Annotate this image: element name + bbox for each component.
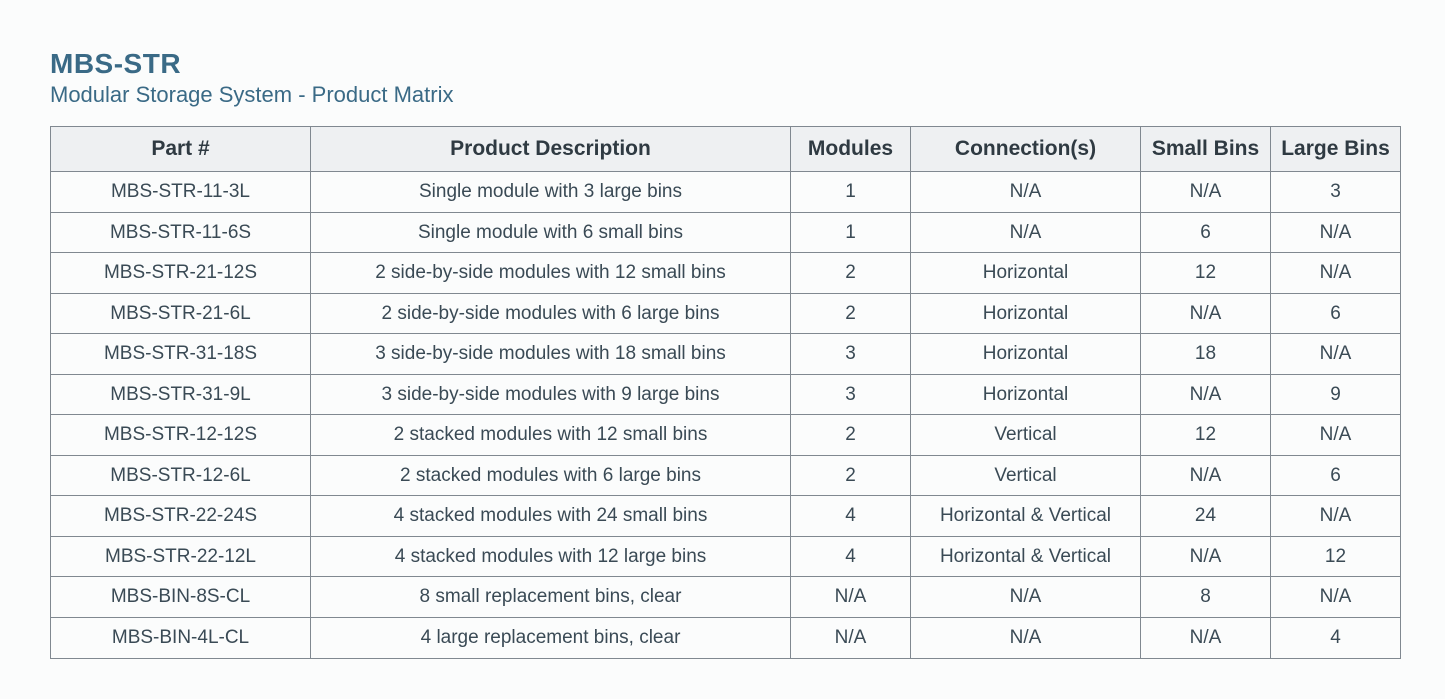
cell-part: MBS-STR-21-12S xyxy=(51,253,311,294)
cell-large-bins: 9 xyxy=(1271,374,1401,415)
cell-description: 2 side-by-side modules with 12 small bin… xyxy=(311,253,791,294)
cell-part: MBS-STR-11-6S xyxy=(51,212,311,253)
cell-small-bins: N/A xyxy=(1141,374,1271,415)
cell-connections: N/A xyxy=(911,212,1141,253)
cell-modules: 2 xyxy=(791,293,911,334)
table-row: MBS-STR-11-6S Single module with 6 small… xyxy=(51,212,1401,253)
cell-part: MBS-STR-22-24S xyxy=(51,496,311,537)
table-row: MBS-STR-21-6L 2 side-by-side modules wit… xyxy=(51,293,1401,334)
table-body: MBS-STR-11-3L Single module with 3 large… xyxy=(51,172,1401,659)
table-row: MBS-STR-31-18S 3 side-by-side modules wi… xyxy=(51,334,1401,375)
cell-small-bins: N/A xyxy=(1141,536,1271,577)
cell-modules: 2 xyxy=(791,253,911,294)
cell-large-bins: 6 xyxy=(1271,293,1401,334)
table-row: MBS-STR-22-12L 4 stacked modules with 12… xyxy=(51,536,1401,577)
cell-connections: N/A xyxy=(911,618,1141,659)
cell-description: 2 stacked modules with 12 small bins xyxy=(311,415,791,456)
cell-description: Single module with 6 small bins xyxy=(311,212,791,253)
cell-connections: Vertical xyxy=(911,415,1141,456)
col-header-small-bins: Small Bins xyxy=(1141,127,1271,172)
cell-small-bins: 18 xyxy=(1141,334,1271,375)
col-header-description: Product Description xyxy=(311,127,791,172)
cell-modules: N/A xyxy=(791,618,911,659)
cell-small-bins: N/A xyxy=(1141,618,1271,659)
page-subtitle: Modular Storage System - Product Matrix xyxy=(50,82,1395,108)
cell-large-bins: N/A xyxy=(1271,334,1401,375)
cell-part: MBS-STR-11-3L xyxy=(51,172,311,213)
cell-part: MBS-STR-31-9L xyxy=(51,374,311,415)
table-row: MBS-STR-21-12S 2 side-by-side modules wi… xyxy=(51,253,1401,294)
cell-part: MBS-STR-31-18S xyxy=(51,334,311,375)
table-row: MBS-STR-22-24S 4 stacked modules with 24… xyxy=(51,496,1401,537)
cell-connections: N/A xyxy=(911,172,1141,213)
cell-connections: Horizontal xyxy=(911,253,1141,294)
cell-part: MBS-STR-22-12L xyxy=(51,536,311,577)
table-header-row: Part # Product Description Modules Conne… xyxy=(51,127,1401,172)
cell-large-bins: N/A xyxy=(1271,212,1401,253)
cell-modules: 2 xyxy=(791,455,911,496)
cell-description: 3 side-by-side modules with 18 small bin… xyxy=(311,334,791,375)
cell-modules: N/A xyxy=(791,577,911,618)
table-row: MBS-STR-12-6L 2 stacked modules with 6 l… xyxy=(51,455,1401,496)
cell-part: MBS-BIN-8S-CL xyxy=(51,577,311,618)
cell-connections: Horizontal & Vertical xyxy=(911,536,1141,577)
cell-modules: 1 xyxy=(791,212,911,253)
cell-modules: 4 xyxy=(791,536,911,577)
cell-modules: 1 xyxy=(791,172,911,213)
cell-part: MBS-STR-21-6L xyxy=(51,293,311,334)
cell-description: 2 stacked modules with 6 large bins xyxy=(311,455,791,496)
col-header-large-bins: Large Bins xyxy=(1271,127,1401,172)
table-row: MBS-BIN-4L-CL 4 large replacement bins, … xyxy=(51,618,1401,659)
cell-part: MBS-BIN-4L-CL xyxy=(51,618,311,659)
cell-connections: Vertical xyxy=(911,455,1141,496)
cell-modules: 3 xyxy=(791,374,911,415)
table-row: MBS-STR-12-12S 2 stacked modules with 12… xyxy=(51,415,1401,456)
cell-connections: Horizontal & Vertical xyxy=(911,496,1141,537)
cell-description: Single module with 3 large bins xyxy=(311,172,791,213)
cell-small-bins: N/A xyxy=(1141,293,1271,334)
cell-description: 4 stacked modules with 24 small bins xyxy=(311,496,791,537)
col-header-part: Part # xyxy=(51,127,311,172)
page-title: MBS-STR xyxy=(50,48,1395,80)
cell-description: 3 side-by-side modules with 9 large bins xyxy=(311,374,791,415)
cell-description: 8 small replacement bins, clear xyxy=(311,577,791,618)
cell-connections: Horizontal xyxy=(911,293,1141,334)
cell-large-bins: 4 xyxy=(1271,618,1401,659)
cell-large-bins: 3 xyxy=(1271,172,1401,213)
cell-large-bins: N/A xyxy=(1271,415,1401,456)
cell-modules: 4 xyxy=(791,496,911,537)
cell-connections: Horizontal xyxy=(911,334,1141,375)
cell-description: 4 stacked modules with 12 large bins xyxy=(311,536,791,577)
cell-part: MBS-STR-12-12S xyxy=(51,415,311,456)
cell-description: 2 side-by-side modules with 6 large bins xyxy=(311,293,791,334)
cell-large-bins: 12 xyxy=(1271,536,1401,577)
cell-small-bins: 6 xyxy=(1141,212,1271,253)
table-row: MBS-STR-11-3L Single module with 3 large… xyxy=(51,172,1401,213)
cell-connections: Horizontal xyxy=(911,374,1141,415)
table-row: MBS-STR-31-9L 3 side-by-side modules wit… xyxy=(51,374,1401,415)
cell-large-bins: N/A xyxy=(1271,577,1401,618)
table-row: MBS-BIN-8S-CL 8 small replacement bins, … xyxy=(51,577,1401,618)
col-header-modules: Modules xyxy=(791,127,911,172)
cell-large-bins: N/A xyxy=(1271,496,1401,537)
cell-small-bins: 24 xyxy=(1141,496,1271,537)
cell-part: MBS-STR-12-6L xyxy=(51,455,311,496)
cell-connections: N/A xyxy=(911,577,1141,618)
cell-large-bins: N/A xyxy=(1271,253,1401,294)
cell-small-bins: 8 xyxy=(1141,577,1271,618)
cell-small-bins: N/A xyxy=(1141,172,1271,213)
cell-small-bins: 12 xyxy=(1141,415,1271,456)
cell-description: 4 large replacement bins, clear xyxy=(311,618,791,659)
cell-small-bins: N/A xyxy=(1141,455,1271,496)
cell-large-bins: 6 xyxy=(1271,455,1401,496)
product-matrix-page: MBS-STR Modular Storage System - Product… xyxy=(0,0,1445,699)
cell-modules: 3 xyxy=(791,334,911,375)
cell-modules: 2 xyxy=(791,415,911,456)
col-header-connections: Connection(s) xyxy=(911,127,1141,172)
cell-small-bins: 12 xyxy=(1141,253,1271,294)
product-matrix-table: Part # Product Description Modules Conne… xyxy=(50,126,1401,659)
